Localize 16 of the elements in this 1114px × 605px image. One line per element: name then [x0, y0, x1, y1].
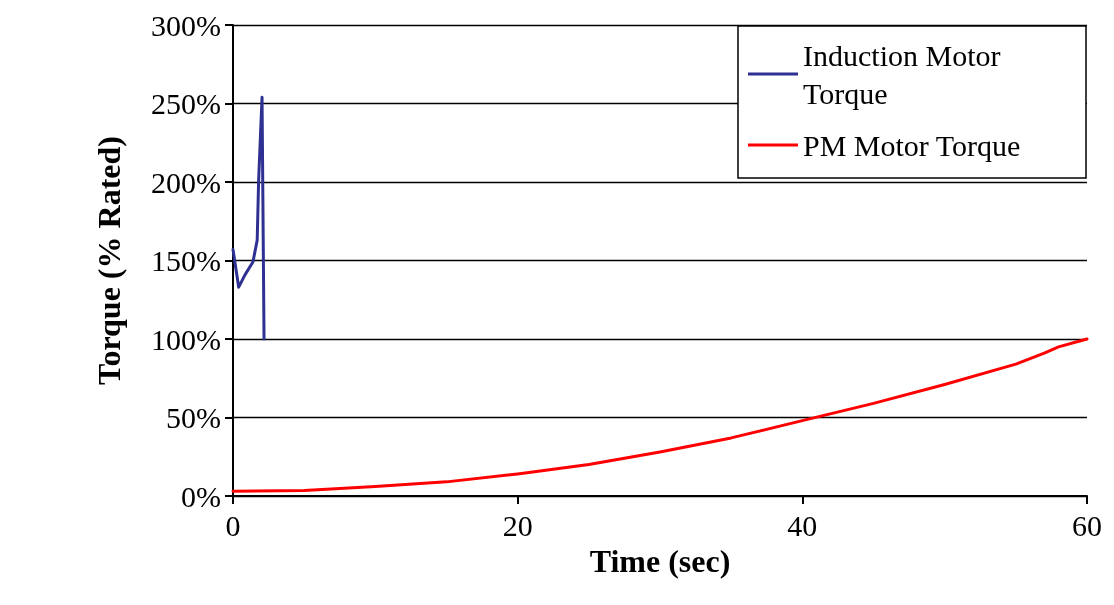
x-tick-label: 20 [502, 508, 533, 542]
y-tick-label: 150% [151, 244, 221, 277]
x-tick-label: 0 [225, 508, 241, 542]
y-tick-label: 300% [151, 8, 221, 42]
y-axis-title: Torque (% Rated) [91, 136, 127, 385]
y-tick-label: 200% [151, 165, 221, 199]
x-axis-title: Time (sec) [589, 542, 731, 579]
legend-label: PM Motor Torque [803, 128, 1021, 162]
legend-label: Induction Motor Torque [803, 38, 1008, 110]
y-tick-label: 100% [151, 322, 221, 356]
x-tick-label: 60 [1072, 508, 1102, 542]
y-tick-label: 50% [166, 401, 221, 434]
line-series [231, 95, 266, 341]
y-tick-label: 250% [151, 87, 221, 120]
y-tick-label: 0% [181, 479, 221, 513]
x-tick-label: 40 [787, 508, 818, 542]
